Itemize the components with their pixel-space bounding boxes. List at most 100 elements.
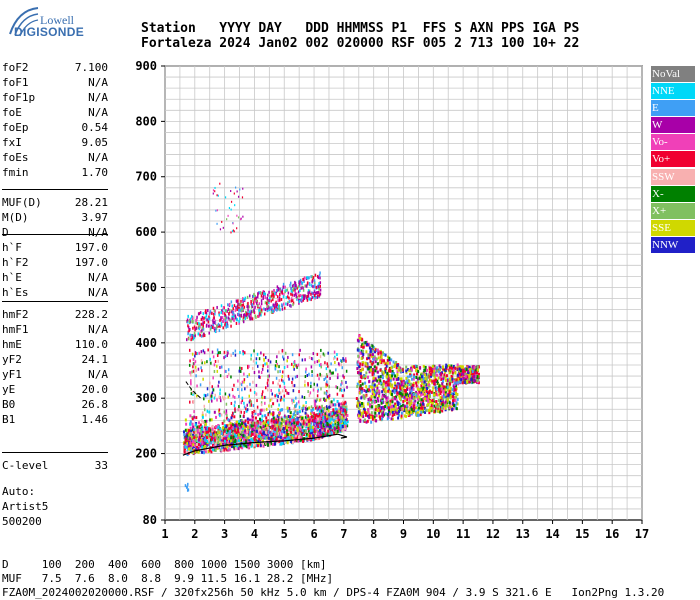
echo-mark-spreadf (392, 408, 395, 412)
echo-mark-f2 (227, 423, 230, 427)
echo-mark-multihop (248, 310, 251, 314)
echo-mark-f2 (326, 432, 329, 436)
echo-mark-scatter (210, 397, 213, 401)
echo-mark-spreadf (417, 408, 420, 412)
echo-mark-f2 (337, 403, 340, 407)
echo-mark-scatter (230, 354, 232, 358)
y-tick-label: 800 (135, 114, 157, 128)
echo-mark-high (214, 186, 216, 189)
echo-mark-spreadf (428, 370, 431, 374)
echo-mark-spreadf (439, 408, 442, 412)
echo-mark-multihop (299, 280, 301, 284)
echo-mark-scatter (279, 384, 281, 388)
echo-mark-spreadf (372, 388, 375, 392)
echo-mark-scatter (202, 349, 205, 353)
echo-mark-multihop (218, 311, 220, 315)
echo-mark-multihop (197, 312, 200, 316)
echo-mark-f2 (260, 433, 263, 437)
echo-mark-f2 (250, 424, 253, 428)
echo-mark-f2 (269, 431, 272, 435)
echo-mark-spreadf (422, 396, 425, 400)
echo-mark-multihop (204, 316, 207, 320)
x-tick-label: 2 (191, 527, 198, 541)
echo-mark-scatter (192, 392, 194, 396)
echo-mark-multihop (236, 318, 238, 322)
echo-mark-spreadf (371, 362, 374, 366)
echo-mark-f2 (215, 425, 218, 429)
echo-mark-spreadf (422, 389, 425, 393)
echo-mark-f2 (278, 421, 281, 425)
param-label: B1 (2, 413, 16, 426)
echo-mark-f2 (212, 447, 215, 451)
echo-mark-scatter (203, 397, 205, 401)
echo-mark-scatter (278, 379, 281, 383)
echo-mark-spreadf (408, 379, 411, 383)
echo-mark-scatter (279, 398, 282, 402)
echo-mark-multihop (192, 334, 195, 338)
echo-mark-multihop (317, 276, 320, 280)
echo-mark-multihop (292, 301, 295, 305)
echo-mark-scatter (283, 385, 286, 389)
echo-mark-spreadf (416, 401, 419, 405)
echo-mark-scatter (212, 376, 214, 380)
echo-mark-f2 (302, 429, 305, 433)
echo-mark-f2 (191, 450, 194, 454)
echo-mark-multihop (250, 310, 253, 314)
echo-mark-multihop (263, 291, 265, 295)
echo-mark-multihop (278, 296, 281, 300)
echo-mark-f2 (279, 424, 282, 428)
echo-mark-f2 (265, 441, 268, 445)
echo-mark-multihop (298, 301, 300, 305)
echo-mark-multihop (202, 312, 205, 316)
echo-mark-f2 (300, 420, 303, 424)
echo-mark-spreadf (437, 398, 440, 402)
echo-mark-f2 (239, 425, 242, 429)
echo-mark-f2 (217, 423, 220, 427)
echo-mark-f2 (225, 430, 228, 434)
echo-mark-spreadf (391, 389, 394, 393)
y-tick-label: 400 (135, 336, 157, 350)
echo-mark-multihop (209, 324, 211, 328)
echo-mark-f2 (202, 429, 205, 433)
echo-mark-f2 (346, 420, 349, 424)
echo-mark-scatter (287, 374, 290, 378)
echo-mark-scatter (340, 363, 342, 367)
param-label: yE (2, 383, 16, 396)
echo-mark-f2 (244, 423, 247, 427)
echo-mark-multihop (296, 286, 298, 290)
echo-mark-scatter (195, 374, 197, 378)
echo-mark-f2 (210, 418, 213, 422)
echo-mark-f2 (288, 437, 291, 441)
echo-mark-f2 (206, 426, 209, 430)
echo-mark-spreadf (395, 389, 398, 393)
echo-mark-scatter (191, 352, 194, 356)
echo-mark-scatter (194, 354, 196, 358)
echo-mark-spreadf (383, 361, 386, 365)
echo-mark-scatter (260, 371, 263, 375)
echo-mark-multihop (240, 299, 242, 303)
echo-mark-spreadf (367, 367, 370, 371)
echo-mark-f2 (207, 427, 210, 431)
echo-mark-scatter (320, 413, 323, 417)
echo-mark-multihop (253, 309, 255, 313)
echo-mark-scatter (296, 374, 298, 378)
echo-mark-spreadf (421, 373, 424, 377)
echo-mark-f2 (184, 437, 187, 441)
echo-mark-spreadf (450, 374, 453, 378)
echo-mark-spreadf (476, 365, 479, 369)
echo-mark-spreadf (362, 411, 365, 415)
echo-mark-multihop (208, 315, 210, 319)
echo-mark-spreadf (368, 379, 371, 383)
echo-mark-spreadf (398, 382, 401, 386)
param-row: foE N/A (2, 105, 108, 120)
echo-mark-f2 (329, 421, 332, 425)
echo-mark-scatter (195, 352, 197, 356)
echo-mark-f2 (292, 424, 295, 428)
echo-mark-f2 (244, 431, 247, 435)
echo-mark-f2 (314, 416, 317, 420)
echo-mark-f2 (220, 442, 223, 446)
echo-mark-multihop (306, 294, 309, 298)
echo-mark-f2 (239, 423, 242, 427)
echo-mark-scatter (268, 374, 270, 378)
echo-mark-spreadf (438, 364, 441, 368)
